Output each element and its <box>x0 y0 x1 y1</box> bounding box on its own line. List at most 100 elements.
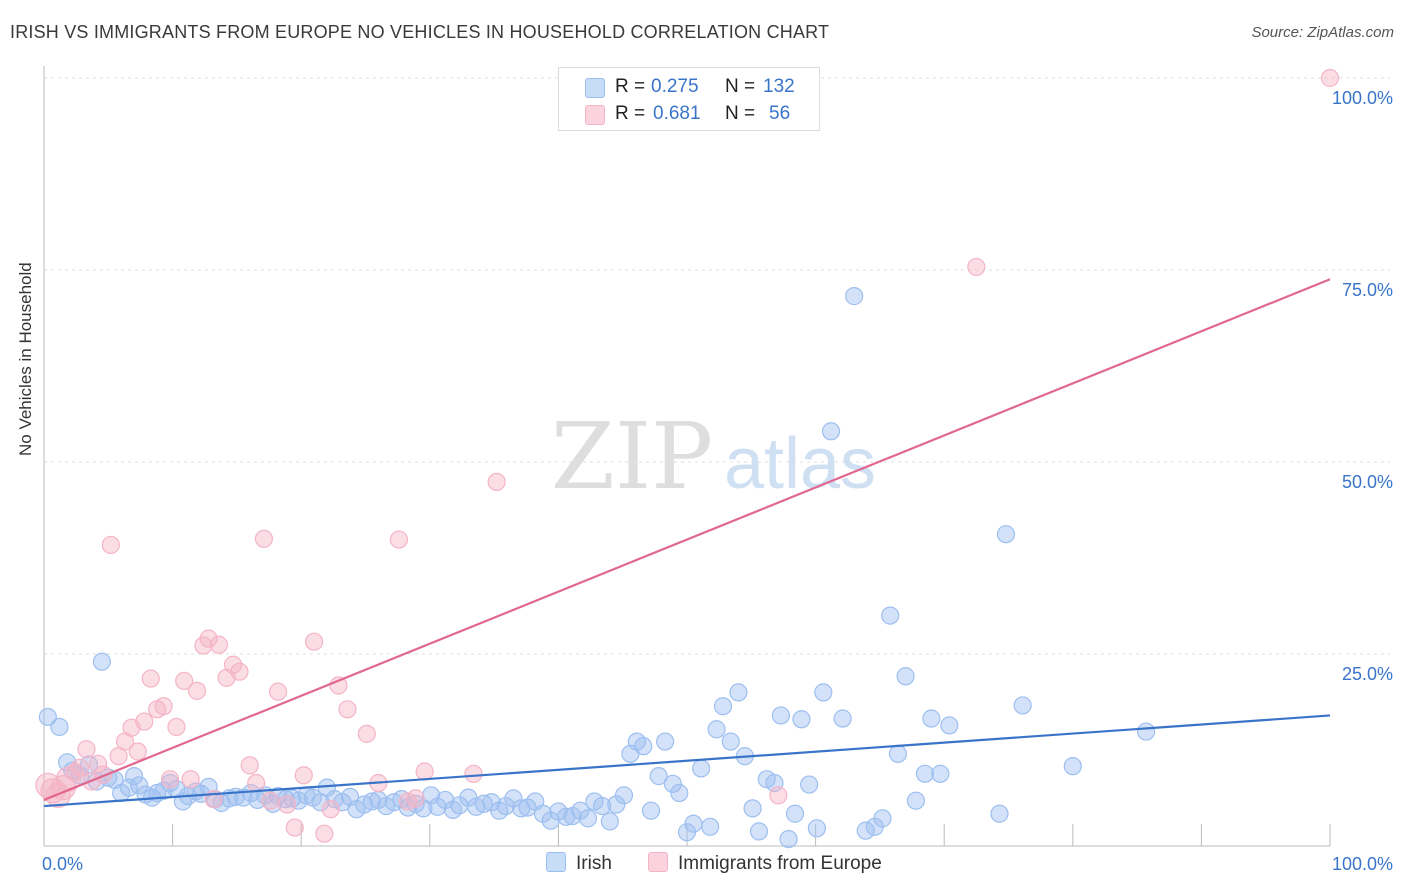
irish-point <box>600 812 619 831</box>
irish-point <box>814 683 833 702</box>
trend-lines <box>43 278 1331 808</box>
immigrants-point <box>769 786 788 805</box>
irish-point <box>713 697 733 716</box>
watermark-atlas: atlas <box>724 424 876 504</box>
axes <box>43 66 1331 847</box>
irish-point <box>130 776 149 795</box>
immigrants-point <box>88 754 108 773</box>
legend-r-value: 0.681 <box>653 103 701 124</box>
irish-point <box>421 786 441 805</box>
irish-point <box>701 817 720 836</box>
immigrants-point <box>160 770 180 789</box>
immigrants-point <box>967 257 986 277</box>
irish-point <box>436 790 455 810</box>
irish-point <box>996 525 1016 544</box>
immigrants-point <box>285 818 304 837</box>
bottom-legend-swatch-immigrants <box>648 852 668 872</box>
x-tick-label-max: 100.0% <box>1332 854 1393 874</box>
x-tick-label-min: 0.0% <box>42 854 83 874</box>
immigrants-point <box>415 762 434 781</box>
irish-point <box>896 667 915 686</box>
irish-point <box>906 791 926 810</box>
immigrants-point <box>77 740 96 759</box>
stats-legend: R = 0.275 N = 132 R = 0.681 N = 56 <box>558 67 820 131</box>
irish-point <box>649 767 668 786</box>
irish-point <box>124 767 144 786</box>
immigrants-point <box>199 629 218 648</box>
irish-point <box>641 801 661 820</box>
immigrants-point <box>406 789 425 808</box>
irish-point <box>729 683 748 702</box>
immigrants-point <box>321 800 340 819</box>
immigrants-point <box>254 529 274 548</box>
immigrants-point <box>294 766 313 785</box>
irish-point <box>940 716 959 735</box>
immigrants-point <box>209 635 228 654</box>
legend-n-label: N = <box>725 103 756 124</box>
irish-point <box>1013 696 1032 715</box>
legend-swatch-immigrants <box>585 105 605 125</box>
irish-point <box>614 786 634 805</box>
irish-point <box>845 287 864 306</box>
irish-point <box>821 422 841 441</box>
irish-point <box>792 710 811 729</box>
irish-point <box>749 822 769 841</box>
immigrants-point <box>464 764 483 783</box>
irish-point <box>607 795 626 814</box>
immigrants-trend-line <box>43 278 1331 801</box>
irish-point <box>663 774 682 793</box>
irish-point <box>771 706 790 725</box>
irish-point <box>800 775 819 794</box>
immigrants-point <box>1320 68 1340 88</box>
immigrants-point <box>187 681 207 700</box>
legend-r-label: R = <box>615 76 646 97</box>
irish-point <box>807 819 826 838</box>
irish-point <box>634 737 653 756</box>
irish-point <box>990 804 1009 823</box>
immigrants-point <box>304 632 324 651</box>
legend-n-label: N = <box>725 76 756 97</box>
immigrants-point <box>175 671 194 690</box>
bottom-legend-irish: Irish <box>546 852 612 875</box>
immigrants-point <box>268 682 288 701</box>
irish-point <box>496 796 515 816</box>
legend-n-value: 56 <box>769 103 791 124</box>
irish-point <box>670 783 689 803</box>
irish-point <box>785 804 805 823</box>
irish-point <box>684 814 703 833</box>
irish-point <box>931 764 950 783</box>
legend-swatch-irish <box>585 78 605 98</box>
immigrants-point <box>230 662 249 681</box>
y-tick-label: 50.0% <box>1342 472 1393 492</box>
immigrants-point <box>357 724 376 743</box>
bottom-legend-label-immigrants: Immigrants from Europe <box>678 853 882 874</box>
y-tick-label: 25.0% <box>1342 664 1393 684</box>
irish-point <box>504 789 523 808</box>
irish-point <box>856 821 875 840</box>
irish-point <box>1063 757 1082 776</box>
source-label: Source: ZipAtlas.com <box>1251 24 1394 41</box>
immigrants-point <box>128 742 147 761</box>
irish-point <box>888 744 908 763</box>
irish-point <box>779 829 798 849</box>
irish-point <box>915 764 935 783</box>
grid-lines <box>44 77 1390 655</box>
immigrants-point <box>277 795 297 814</box>
irish-point <box>362 792 382 811</box>
irish-point <box>578 809 598 828</box>
data-points <box>35 68 1340 849</box>
immigrants-point <box>101 535 120 555</box>
immigrants-point <box>240 756 259 775</box>
irish-point <box>428 797 447 816</box>
immigrants-point <box>261 791 280 810</box>
irish-point <box>571 801 590 820</box>
irish-point <box>459 788 478 807</box>
legend-r-label: R = <box>615 103 646 124</box>
irish-point <box>656 732 675 751</box>
bottom-legend-immigrants: Immigrants from Europe <box>648 852 882 875</box>
immigrants-point <box>389 530 409 549</box>
immigrants-point <box>338 700 357 719</box>
bottom-legend-swatch-irish <box>546 852 566 872</box>
immigrants-point <box>167 717 186 737</box>
watermark-zip: ZIP <box>551 403 713 510</box>
